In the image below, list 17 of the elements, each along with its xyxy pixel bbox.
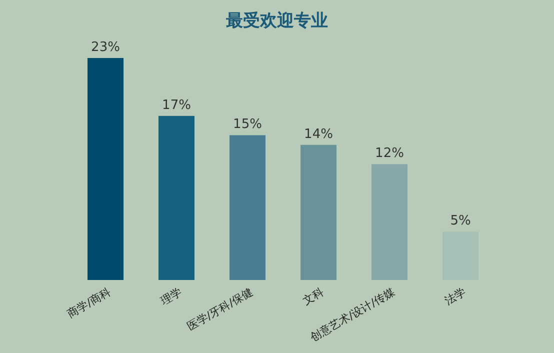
x-tick-label: 理学 xyxy=(158,285,184,308)
bar xyxy=(88,58,124,280)
data-label: 15% xyxy=(233,117,262,132)
data-label: 14% xyxy=(304,126,333,142)
data-label: 23% xyxy=(91,40,120,55)
bar xyxy=(300,144,336,280)
x-tick-label: 法学 xyxy=(442,285,468,308)
bar xyxy=(158,116,194,280)
x-tick-label: 文科 xyxy=(300,285,326,308)
x-tick-label: 医学/牙科/保健 xyxy=(184,285,255,334)
data-label: 5% xyxy=(450,214,471,229)
bar xyxy=(372,164,408,280)
x-tick-label: 商学/商科 xyxy=(65,285,113,320)
bar xyxy=(230,135,266,280)
chart-title: 最受欢迎专业 xyxy=(225,11,328,31)
data-label: 17% xyxy=(162,98,191,113)
data-label: 12% xyxy=(375,146,404,162)
